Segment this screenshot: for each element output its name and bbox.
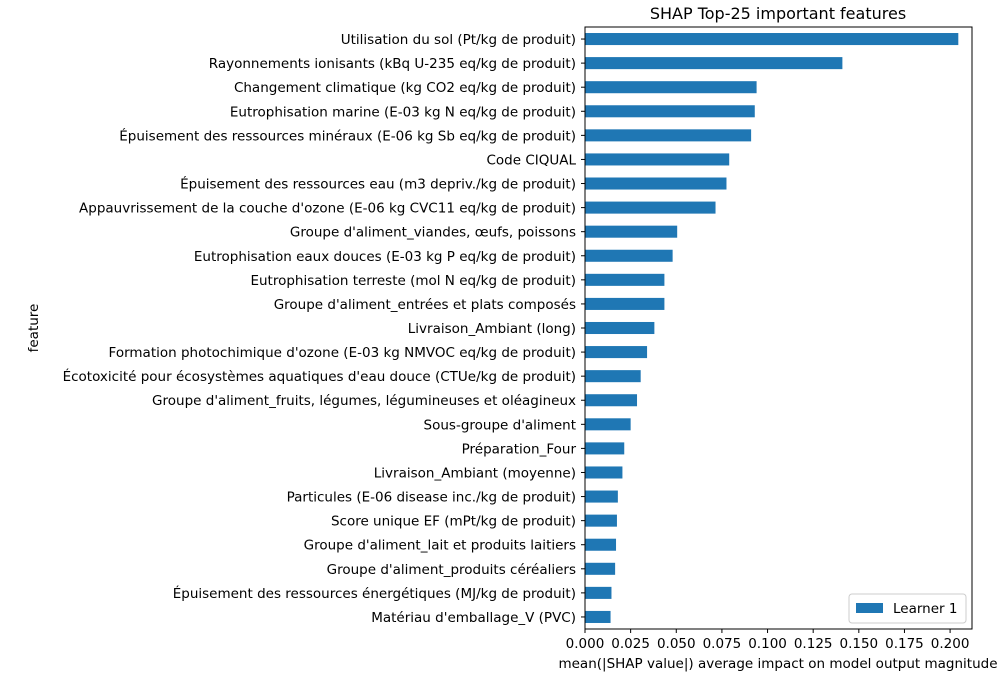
bar — [585, 105, 755, 118]
bar — [585, 490, 618, 503]
y-tick-label: Formation photochimique d'ozone (E-03 kg… — [109, 345, 576, 361]
bar — [585, 610, 611, 623]
bar — [585, 297, 665, 310]
y-tick-label: Groupe d'aliment_produits céréaliers — [327, 562, 576, 578]
y-tick-label: Épuisement des ressources minéraux (E-06… — [119, 127, 576, 144]
bars-group — [585, 33, 959, 623]
legend: Learner 1 — [848, 593, 967, 624]
y-tick-label: Eutrophisation eaux douces (E-03 kg P eq… — [194, 249, 576, 265]
x-tick-label: 0.200 — [931, 636, 970, 652]
bar — [585, 418, 631, 431]
bar — [585, 57, 843, 70]
bar — [585, 346, 648, 359]
legend-swatch — [856, 603, 883, 613]
x-tick-label: 0.075 — [703, 636, 742, 652]
y-tick-label: Sous-groupe d'aliment — [424, 417, 576, 433]
y-tick-label: Appauvrissement de la couche d'ozone (E-… — [79, 201, 576, 217]
y-tick-label: Utilisation du sol (Pt/kg de produit) — [341, 32, 576, 48]
bar — [585, 586, 612, 599]
y-tick-label: Groupe d'aliment_entrées et plats compos… — [274, 297, 576, 313]
y-tick-label: Particules (E-06 disease inc./kg de prod… — [287, 490, 576, 506]
x-tick-label: 0.150 — [839, 636, 878, 652]
bar — [585, 249, 673, 262]
y-tick-label: Groupe d'aliment_viandes, œufs, poissons — [290, 225, 576, 241]
y-tick-label: Préparation_Four — [462, 441, 577, 457]
x-ticks: 0.000 0.025 0.050 0.075 0.100 0.125 0.150 0.175… — [566, 629, 970, 652]
bar — [585, 538, 617, 551]
plot-frame — [584, 26, 973, 630]
x-tick-label: 0.125 — [794, 636, 833, 652]
x-tick-label: 0.025 — [611, 636, 650, 652]
x-axis-label: mean(|SHAP value|) average impact on mod… — [558, 656, 997, 672]
y-tick-label: Groupe d'aliment_lait et produits laitie… — [304, 538, 576, 554]
y-tick-labels: Utilisation du sol (Pt/kg de produit) Ray… — [63, 32, 585, 626]
chart-title: SHAP Top-25 important features — [650, 4, 906, 23]
y-tick-label: Épuisement des ressources énergétiques (… — [173, 585, 576, 602]
y-tick-label: Score unique EF (mPt/kg de produit) — [331, 514, 576, 530]
x-tick-label: 0.175 — [885, 636, 924, 652]
y-tick-label: Rayonnements ionisants (kBq U-235 eq/kg … — [209, 56, 576, 72]
y-tick-label: Épuisement des ressources eau (m3 depriv… — [180, 176, 576, 193]
x-tick-label: 0.050 — [657, 636, 696, 652]
bar — [585, 225, 678, 238]
y-tick-label: Groupe d'aliment_fruits, légumes, légumi… — [152, 393, 576, 409]
bar — [585, 81, 757, 94]
x-tick-label: 0.000 — [566, 636, 605, 652]
y-tick-label: Livraison_Ambiant (moyenne) — [374, 465, 576, 481]
bar — [585, 370, 641, 383]
legend-frame — [848, 593, 967, 624]
bar — [585, 153, 730, 166]
bar — [585, 33, 959, 46]
y-axis-label: feature — [26, 304, 42, 353]
bar — [585, 394, 638, 407]
y-tick-label: Livraison_Ambiant (long) — [408, 321, 576, 337]
bar — [585, 201, 716, 214]
bar — [585, 273, 665, 286]
bar — [585, 442, 625, 455]
legend-label: Learner 1 — [893, 601, 957, 617]
bar — [585, 177, 727, 190]
y-tick-label: Eutrophisation terreste (mol N eq/kg de … — [250, 273, 576, 289]
y-tick-label: Eutrophisation marine (E-03 kg N eq/kg d… — [230, 104, 576, 120]
bar — [585, 562, 616, 575]
y-tick-label: Changement climatique (kg CO2 eq/kg de p… — [234, 80, 576, 96]
bar — [585, 321, 655, 335]
bar — [585, 514, 617, 527]
bar — [585, 466, 623, 479]
x-tick-label: 0.100 — [748, 636, 787, 652]
y-tick-label: Code CIQUAL — [486, 152, 576, 168]
y-tick-label: Écotoxicité pour écosystèmes aquatiques … — [63, 368, 576, 385]
y-tick-label: Matériau d'emballage_V (PVC) — [371, 610, 576, 626]
bar — [585, 129, 752, 142]
